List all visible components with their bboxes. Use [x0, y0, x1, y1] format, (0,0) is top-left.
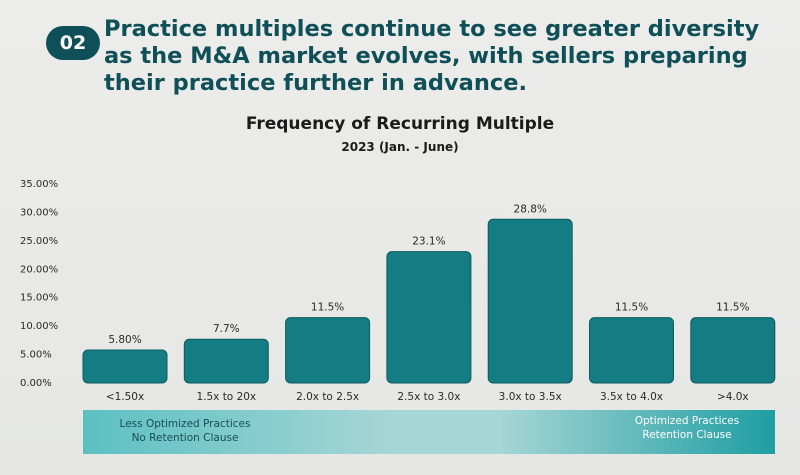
- y-tick-label: 25.00%: [20, 236, 58, 247]
- y-tick-label: 30.00%: [20, 207, 58, 218]
- x-category-label: 2.0x to 2.5x: [296, 391, 359, 403]
- bar-2: [183, 338, 269, 384]
- bar-data-label: 11.5%: [311, 302, 344, 314]
- bar-7: [690, 317, 776, 384]
- less-optimized-label: Less Optimized Practices No Retention Cl…: [100, 417, 270, 445]
- bar-data-label: 11.5%: [716, 302, 749, 314]
- bar-data-label: 11.5%: [615, 302, 648, 314]
- y-tick-label: 10.00%: [20, 321, 58, 332]
- headline-line-3: their practice further in advance.: [104, 70, 528, 96]
- less-optimized-line-1: Less Optimized Practices: [119, 418, 251, 430]
- bar-data-label: 7.7%: [213, 323, 240, 335]
- bar-4: [386, 251, 472, 384]
- chart-title: Frequency of Recurring Multiple: [245, 114, 555, 134]
- y-tick-label: 15.00%: [20, 293, 58, 304]
- headline-line-1: Practice multiples continue to see great…: [104, 16, 760, 42]
- bar-data-label: 28.8%: [514, 203, 547, 215]
- chart-subtitle: 2023 (Jan. - June): [341, 140, 459, 154]
- optimized-line-1: Optimized Practices: [634, 415, 740, 427]
- x-category-label: 2.5x to 3.0x: [397, 391, 460, 403]
- x-category-label: 3.0x to 3.5x: [499, 391, 562, 403]
- bar-data-label: 23.1%: [412, 236, 445, 248]
- optimized-label: Optimized Practices Retention Clause: [612, 414, 762, 442]
- x-category-label: >4.0x: [717, 391, 749, 403]
- less-optimized-line-2: No Retention Clause: [131, 432, 239, 444]
- y-tick-label: 0.00%: [20, 378, 52, 389]
- bar-chart: 0.00% 5.00% 10.00% 15.00% 20.00% 25.00% 30.00%…: [20, 179, 776, 403]
- y-tick-label: 20.00%: [20, 264, 58, 275]
- headline: Practice multiples continue to see great…: [104, 16, 784, 97]
- y-tick-label: 5.00%: [20, 350, 52, 361]
- bar-6: [589, 317, 674, 384]
- section-number-badge: 02: [46, 26, 100, 60]
- y-tick-label: 35.00%: [20, 179, 58, 190]
- bar-data-label: 5.80%: [108, 334, 141, 346]
- bar-1: [82, 349, 168, 384]
- x-category-label: 1.5x to 20x: [196, 391, 256, 403]
- x-category-label: <1.50x: [106, 391, 144, 403]
- x-category-label: 3.5x to 4.0x: [600, 391, 663, 403]
- optimization-scale-band: [83, 410, 775, 454]
- bar-3: [285, 317, 371, 384]
- bar-5: [487, 218, 573, 384]
- headline-line-2: as the M&A market evolves, with sellers …: [104, 43, 748, 69]
- optimized-line-2: Retention Clause: [642, 429, 732, 441]
